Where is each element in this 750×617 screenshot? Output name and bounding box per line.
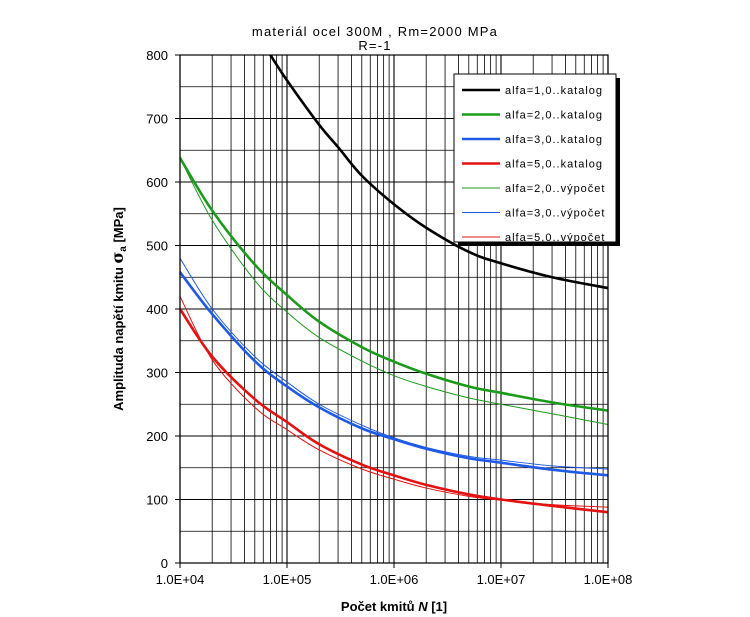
legend: alfa=1,0..katalog alfa=2,0..katalog alfa=3… (453, 73, 620, 246)
x-tick-label: 1.0E+05 (263, 572, 312, 587)
legend-label: alfa=3,0..výpočet (505, 208, 605, 220)
legend-box (453, 73, 617, 243)
series-line-1 (269, 55, 608, 290)
series-line-5 (180, 157, 608, 426)
legend-label: alfa=2,0..katalog (505, 110, 603, 122)
x-tick-labels: 1.0E+04 1.0E+05 1.0E+06 1.0E+07 1.0E+08 (156, 572, 633, 587)
chart-title: materiál ocel 300M , Rm=2000 MPa (252, 24, 498, 39)
x-tick-label: 1.0E+06 (370, 572, 419, 587)
legend-label: alfa=2,0..výpočet (505, 183, 605, 195)
y-tick-label: 200 (146, 429, 168, 444)
y-tick-label: 600 (146, 175, 168, 190)
y-axis-label-suffix: [MPa] (111, 207, 126, 246)
y-axis-label: Amplituda napětí kmitu σa [MPa] (108, 207, 129, 411)
x-tick-label: 1.0E+04 (156, 572, 205, 587)
y-tick-labels: 0 100 200 300 400 500 600 700 800 (146, 48, 168, 571)
y-tick-label: 300 (146, 366, 168, 381)
x-axis-label-suffix: [1] (428, 599, 448, 614)
x-axis-label-var: N (418, 599, 428, 614)
y-tick-label: 400 (146, 302, 168, 317)
series-line-6 (180, 257, 608, 470)
x-axis-label: Počet kmitů N [1] (341, 599, 447, 614)
legend-label: alfa=3,0..katalog (505, 134, 603, 146)
y-axis-label-sub: a (118, 246, 129, 252)
y-axis-label-sigma: σ (108, 252, 127, 264)
series-layer (180, 55, 608, 514)
x-tick-label: 1.0E+07 (477, 572, 526, 587)
legend-label: alfa=5,0..katalog (505, 159, 603, 171)
y-axis-label-prefix: Amplituda napětí kmitu (111, 264, 126, 411)
legend-label: alfa=5,0..výpočet (505, 232, 605, 244)
legend-label: alfa=1,0..katalog (505, 85, 603, 97)
series-line-3 (180, 270, 608, 477)
y-tick-label: 100 (146, 493, 168, 508)
series-line-2 (180, 156, 608, 412)
x-tick-label: 1.0E+08 (584, 572, 633, 587)
chart-subtitle: R=-1 (358, 38, 391, 53)
series-line-4 (180, 307, 608, 514)
y-tick-label: 500 (146, 239, 168, 254)
y-tick-label: 800 (146, 48, 168, 63)
x-axis-label-prefix: Počet kmitů (341, 599, 418, 614)
plot-frame (179, 54, 609, 564)
y-tick-label: 0 (161, 556, 168, 571)
y-tick-label: 700 (146, 112, 168, 127)
